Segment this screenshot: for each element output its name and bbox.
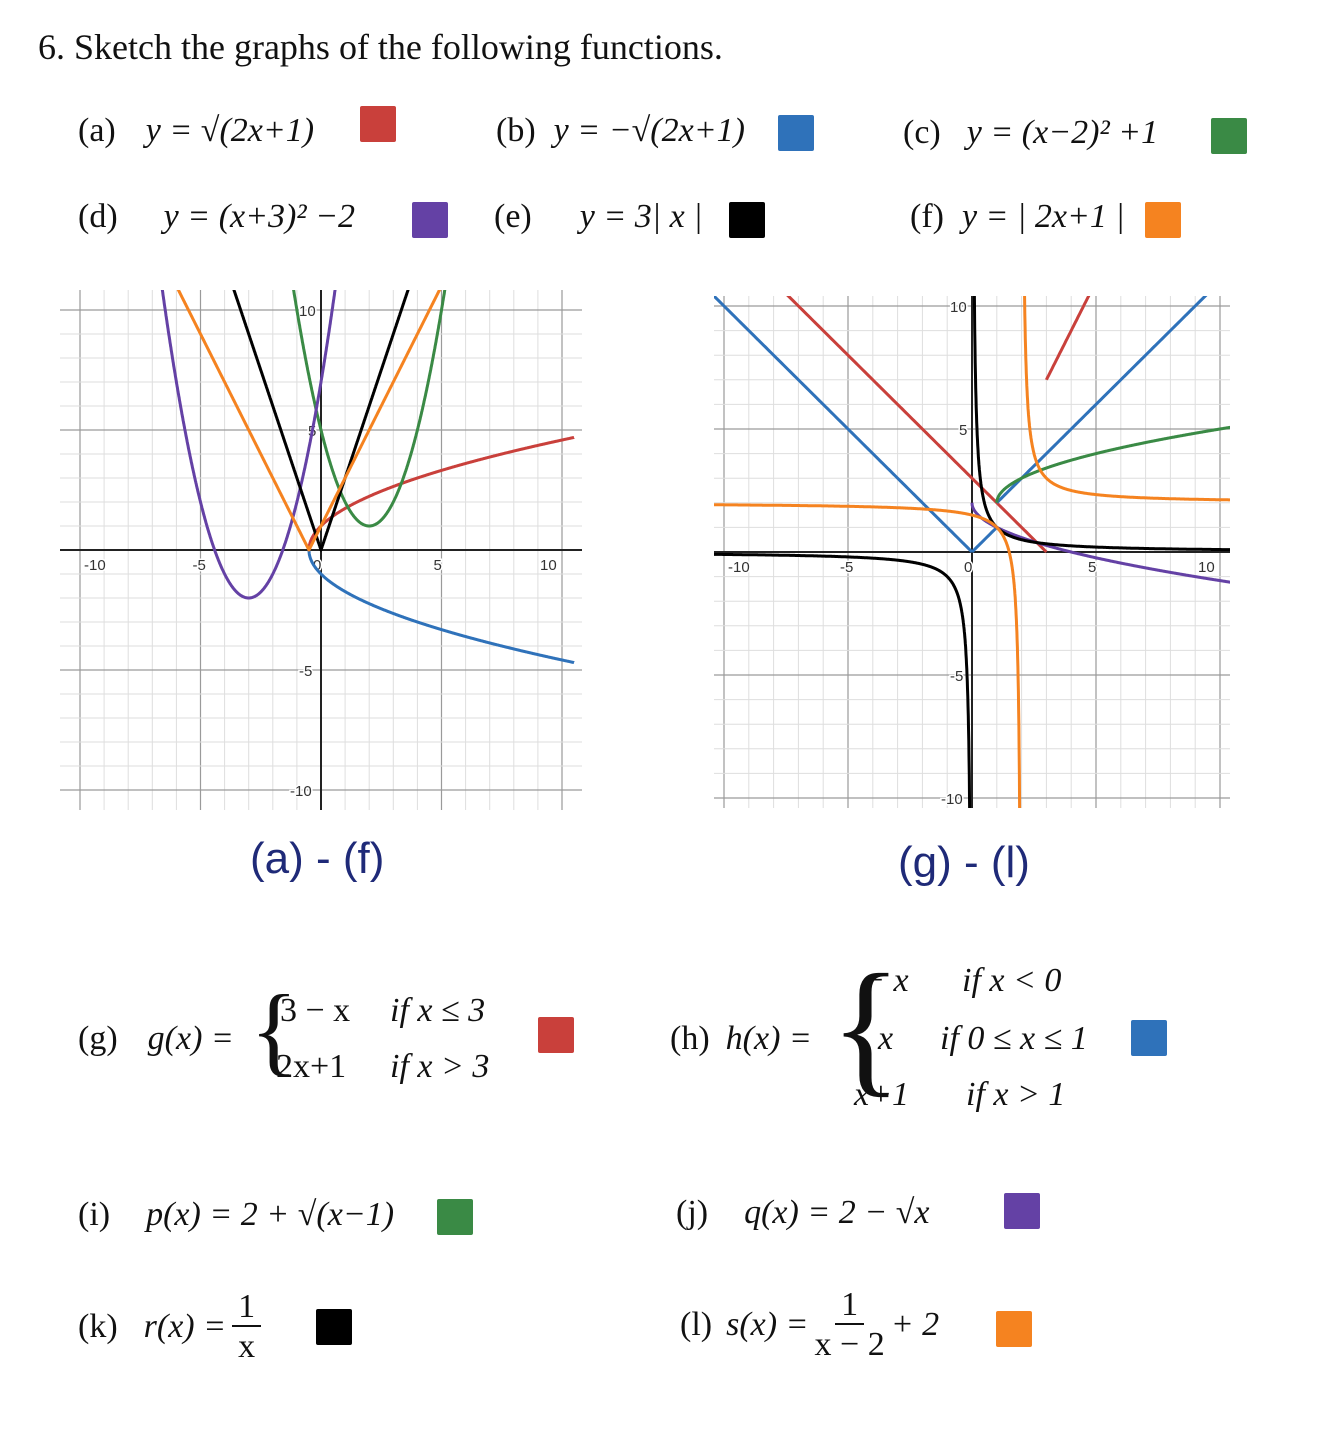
x-tick-label: -5 [193,557,206,574]
swatch-a [360,106,396,142]
label-l: (l) [680,1306,713,1344]
fraction-l-denominator: x − 2 [814,1326,885,1364]
swatch-c [1211,118,1247,154]
label-f: (f) [910,198,944,235]
swatch-b [778,115,814,151]
label-e: (e) [494,198,532,235]
fraction-l: 1 x − 2 [815,1286,885,1364]
chart-g-l: -10 -5 0 5 10 10 5 -5 -10 [714,296,1230,808]
y-tick-label: -5 [950,668,963,685]
y-tick-label: 10 [950,299,967,316]
series-d [160,290,337,600]
expr-f: y = | 2x+1 | [961,198,1125,235]
caption-left: (a) - (f) [250,834,385,883]
series-h [714,296,1208,554]
swatch-j [1004,1193,1040,1229]
y-tick-label: 10 [299,303,316,320]
y-tick-label: 5 [959,422,967,439]
function-d: (d) y = (x+3)² −2 [78,198,355,236]
fraction-l-numerator: 1 [835,1286,865,1326]
label-g: (g) [78,1020,118,1057]
expr-b: y = −√(2x+1) [553,112,745,149]
swatch-i [437,1199,473,1235]
function-a: (a) y = √(2x+1) [78,112,314,150]
x-tick-label: 0 [313,557,321,574]
function-e: (e) y = 3| x | [494,198,703,236]
expr-d: y = (x+3)² −2 [163,198,356,235]
label-k: (k) [78,1308,118,1346]
function-h: (h) h(x) = [670,1020,812,1058]
swatch-d [412,202,448,238]
problem-title: 6. Sketch the graphs of the following fu… [38,27,723,67]
label-h: (h) [670,1020,710,1057]
expr-l-tail: + 2 [890,1306,940,1344]
label-d: (d) [78,198,118,235]
label-i: (i) [78,1196,111,1233]
function-c: (c) y = (x−2)² +1 [903,114,1158,152]
y-tick-label: -5 [299,663,312,680]
expr-e: y = 3| x | [579,198,703,235]
series-e [232,290,410,552]
label-j: (j) [676,1194,709,1231]
label-b: (b) [496,112,536,149]
expr-i: p(x) = 2 + √(x−1) [146,1196,395,1233]
fraction-k-numerator: 1 [232,1288,262,1328]
piece-g-2: 2x+1 if x > 3 [276,1048,490,1085]
x-tick-label: -10 [84,557,106,574]
series-b [307,549,576,664]
expr-g: g(x) = [147,1020,234,1057]
piece-h-1: − x if x < 0 [862,962,1062,999]
series-j [970,502,1230,584]
label-a: (a) [78,112,116,149]
x-tick-label: -5 [840,559,853,576]
swatch-g [538,1017,574,1053]
swatch-l [996,1311,1032,1347]
series-c [292,290,447,528]
x-tick-label: 5 [434,557,442,574]
swatch-e [729,202,765,238]
function-g: (g) g(x) = [78,1020,234,1058]
function-j: (j) q(x) = 2 − √x [676,1194,929,1232]
x-tick-label: 0 [964,559,972,576]
brace-h: { [830,944,902,1110]
brace-g: { [250,974,298,1085]
x-tick-label: 5 [1088,559,1096,576]
swatch-h [1131,1020,1167,1056]
y-tick-label: -10 [941,791,963,808]
piece-h-2: x if 0 ≤ x ≤ 1 [878,1020,1088,1057]
curves [714,296,1230,808]
series-f [176,290,442,552]
piece-g-1: 3 − x if x ≤ 3 [280,992,486,1029]
x-tick-label: 10 [1198,559,1215,576]
fraction-k: 1 x [232,1288,262,1366]
series-g [786,296,1091,554]
caption-right: (g) - (l) [898,838,1030,887]
swatch-f [1145,202,1181,238]
curves [160,290,576,664]
swatch-k [316,1309,352,1345]
series-l [714,296,1230,808]
function-k: (k) r(x) = 1 x [78,1288,267,1366]
x-tick-label: 10 [540,557,557,574]
x-tick-label: -10 [728,559,750,576]
expr-h: h(x) = [725,1020,812,1057]
series-k [714,296,1230,808]
expr-j: q(x) = 2 − √x [744,1194,930,1231]
function-b: (b) y = −√(2x+1) [496,112,745,150]
piece-h-3: x+1 if x > 1 [854,1076,1066,1113]
series-a [307,436,576,551]
expr-l: s(x) = [726,1306,809,1344]
function-f: (f) y = | 2x+1 | [910,198,1125,236]
y-tick-label: -10 [290,783,312,800]
function-i: (i) p(x) = 2 + √(x−1) [78,1196,394,1234]
series-i [995,425,1230,503]
function-l: (l) s(x) = 1 x − 2 + 2 [680,1286,939,1364]
expr-k: r(x) = [143,1308,227,1346]
fraction-k-denominator: x [238,1328,256,1366]
expr-a: y = √(2x+1) [145,112,315,149]
expr-c: y = (x−2)² +1 [966,114,1159,151]
label-c: (c) [903,114,941,151]
